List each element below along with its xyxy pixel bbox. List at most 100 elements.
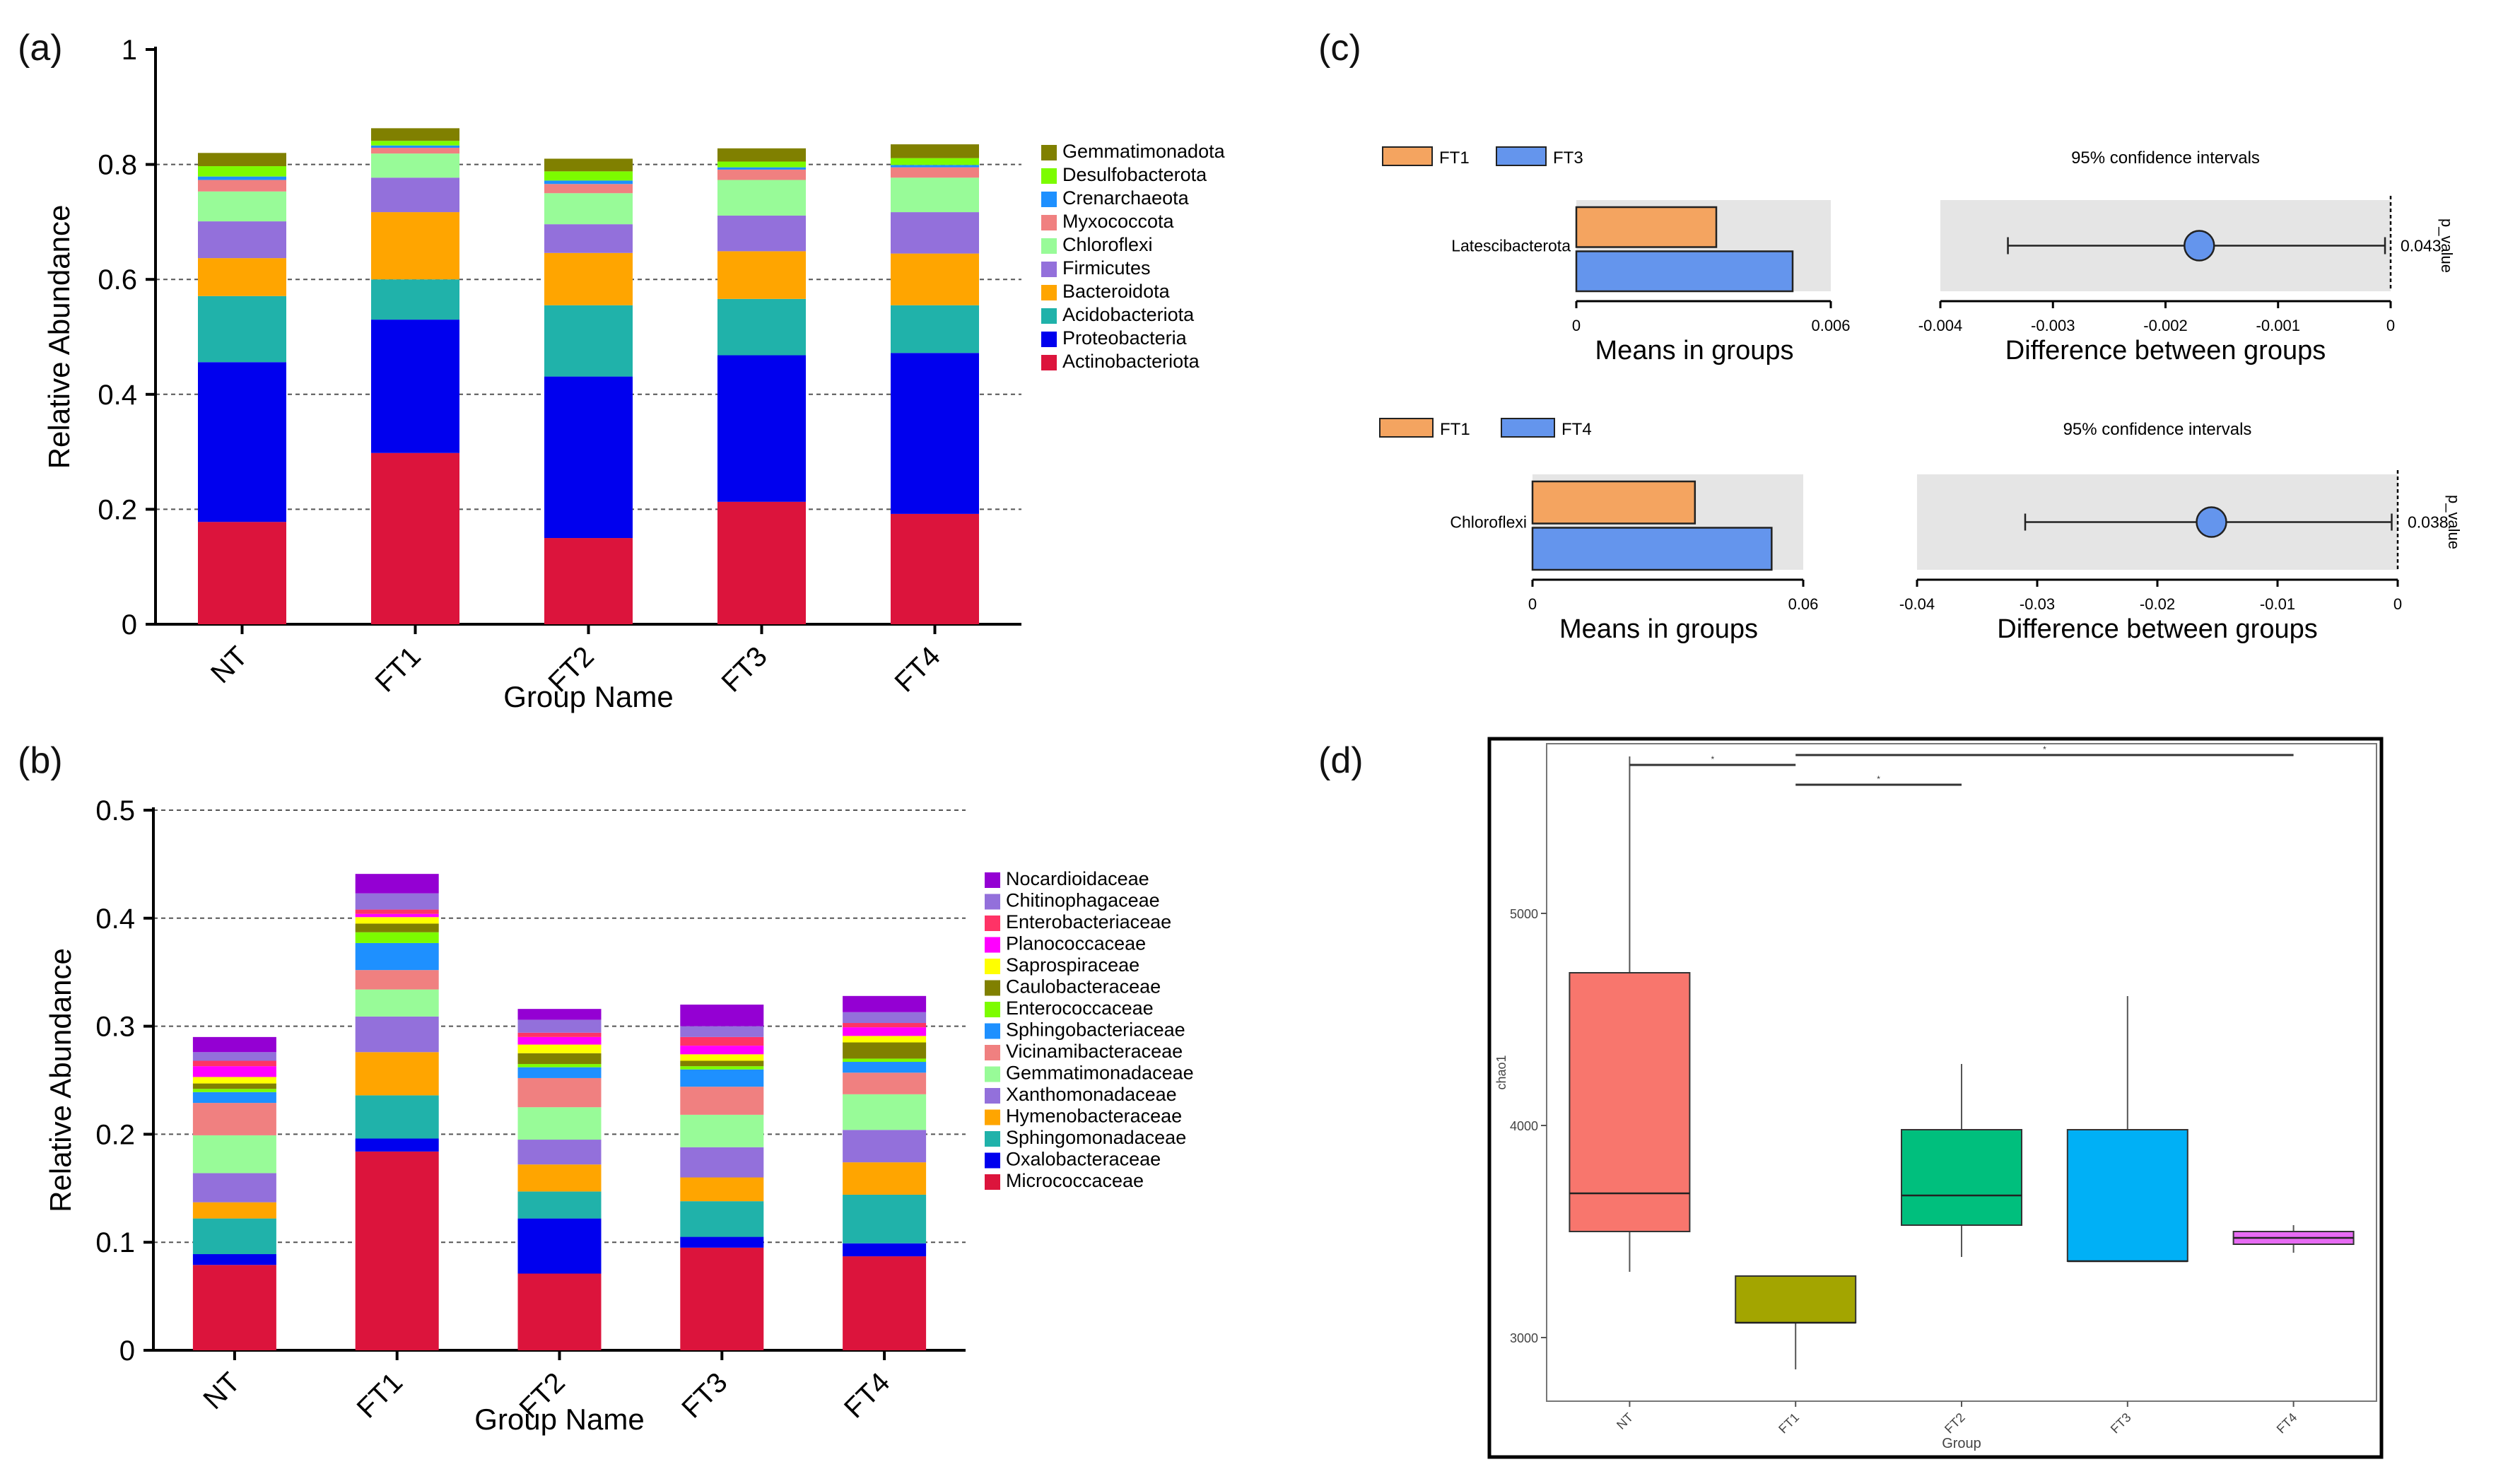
- bar-segment: [717, 501, 806, 624]
- diff-tick-label: 0: [2386, 317, 2395, 334]
- bar-segment: [355, 1138, 439, 1152]
- y-tick-label: 4000: [1510, 1119, 1538, 1133]
- x-tick-label: FT4: [838, 1367, 896, 1424]
- legend-label: FT1: [1440, 420, 1470, 439]
- bar-segment: [680, 1087, 764, 1115]
- x-tick-label: FT4: [889, 641, 946, 698]
- y-tick-label: 0.2: [95, 1119, 135, 1150]
- bar-segment: [544, 158, 633, 172]
- bar-segment: [192, 1089, 276, 1092]
- legend-label: Micrococcaceae: [1006, 1170, 1144, 1191]
- x-tick-label: FT3: [715, 641, 773, 698]
- y-tick-label: 0.5: [95, 795, 135, 826]
- bar-segment: [198, 362, 286, 522]
- legend-swatch: [985, 894, 1000, 910]
- legend-label: Sphingobacteriaceae: [1006, 1019, 1185, 1041]
- legend-swatch: [1041, 332, 1057, 347]
- bar-segment: [891, 158, 979, 165]
- bar-segment: [843, 1027, 927, 1036]
- legend-label: Nocardioidaceae: [1006, 868, 1149, 889]
- bar-segment: [192, 1060, 276, 1067]
- bar-segment: [371, 148, 459, 154]
- bar-segment: [544, 376, 633, 539]
- legend-swatch: [985, 937, 1000, 953]
- x-tick-label: FT1: [351, 1367, 409, 1424]
- bar-segment: [891, 305, 979, 353]
- bar-segment: [680, 1247, 764, 1350]
- bar-segment: [517, 1164, 602, 1192]
- bar-segment: [192, 1092, 276, 1104]
- y-tick-label: 0.4: [98, 380, 137, 411]
- bar-segment: [544, 305, 633, 377]
- means-tick-label: 0: [1528, 595, 1537, 613]
- bar-segment: [680, 1046, 764, 1055]
- box: [1901, 1129, 2022, 1226]
- difference-point: [2196, 506, 2227, 538]
- legend-swatch: [985, 872, 1000, 888]
- p-value-label: p_value: [2445, 495, 2463, 549]
- feature-label: Latescibacterota: [1451, 237, 1571, 255]
- bar-segment: [192, 1036, 276, 1053]
- legend-swatch: [1382, 146, 1433, 166]
- legend-swatch: [1041, 262, 1057, 277]
- bar-segment: [198, 221, 286, 259]
- means-tick-label: 0: [1572, 317, 1581, 334]
- box: [1569, 972, 1691, 1232]
- legend-label: Oxalobacteraceae: [1006, 1149, 1161, 1170]
- bar-segment: [843, 995, 927, 1012]
- legend-label: Hymenobacteraceae: [1006, 1106, 1182, 1127]
- bar-segment: [517, 1019, 602, 1033]
- bar-segment: [544, 193, 633, 225]
- legend-label: FT1: [1439, 148, 1470, 168]
- x-axis-title: Group: [1942, 1436, 1981, 1451]
- legend-swatch: [985, 1131, 1000, 1147]
- y-axis-title: chao1: [1494, 1055, 1508, 1089]
- legend-label: Desulfobacterota: [1062, 164, 1207, 185]
- legend-swatch: [985, 1045, 1000, 1060]
- bar-segment: [843, 1042, 927, 1059]
- bar-segment: [544, 184, 633, 194]
- legend-swatch: [1041, 308, 1057, 324]
- diff-tick-label: -0.04: [1899, 595, 1935, 613]
- legend-label: Saprospiraceae: [1006, 954, 1139, 976]
- legend-label: Acidobacteriota: [1062, 304, 1195, 325]
- box: [2066, 1129, 2188, 1262]
- legend-swatch: [1041, 285, 1057, 300]
- diff-tick-label: -0.003: [2031, 317, 2075, 334]
- bar-segment: [371, 128, 459, 141]
- y-tick-label: 0.4: [95, 903, 135, 935]
- bar-segment: [355, 989, 439, 1017]
- bar-segment: [198, 180, 286, 192]
- legend-label: Sphingomonadaceae: [1006, 1127, 1186, 1148]
- legend-label: Gemmatimonadaceae: [1006, 1063, 1194, 1084]
- bar-segment: [544, 224, 633, 253]
- bar-segment: [680, 1177, 764, 1202]
- bar-segment: [717, 298, 806, 356]
- bar-segment: [371, 141, 459, 146]
- legend-swatch: [985, 1088, 1000, 1104]
- means-x-title: Means in groups: [1559, 614, 1758, 644]
- panel-label-a: (a): [18, 28, 63, 69]
- bar-segment: [680, 1147, 764, 1178]
- bar-segment: [843, 1194, 927, 1244]
- bar-segment: [680, 1069, 764, 1087]
- diff-tick-label: -0.002: [2143, 317, 2187, 334]
- legend-label: FT4: [1561, 420, 1592, 439]
- mean-bar: [1531, 480, 1696, 525]
- diff-tick-label: -0.01: [2260, 595, 2295, 613]
- legend-swatch: [1041, 168, 1057, 184]
- legend-label: Enterococcaceae: [1006, 998, 1154, 1019]
- y-tick-label: 3000: [1510, 1331, 1538, 1345]
- difference-point: [2184, 230, 2215, 262]
- p-value-label: p_value: [2438, 218, 2456, 273]
- bar-segment: [891, 212, 979, 254]
- legend-label: FT3: [1553, 148, 1583, 168]
- legend-label: Chitinophagaceae: [1006, 890, 1160, 911]
- bar-segment: [355, 1052, 439, 1096]
- bar-segment: [891, 177, 979, 213]
- bar-segment: [717, 167, 806, 170]
- bar-segment: [192, 1254, 276, 1265]
- x-axis-title: Group Name: [474, 1403, 644, 1436]
- bar-segment: [371, 212, 459, 280]
